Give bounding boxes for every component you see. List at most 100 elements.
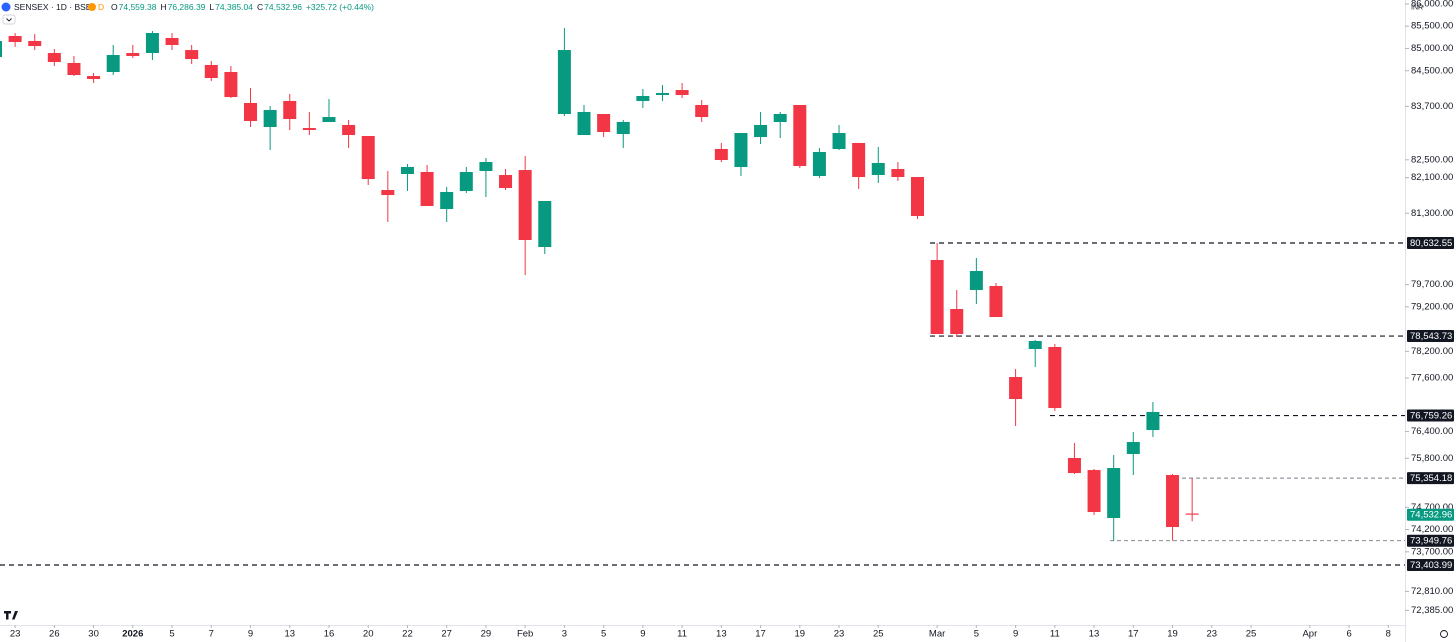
x-tick-label: 22 — [402, 629, 413, 640]
x-tick-label: 25 — [1246, 629, 1257, 640]
y-tick-label: 82,500.00 — [1411, 154, 1453, 165]
candle-body — [126, 53, 140, 56]
tv-logo — [4, 611, 18, 620]
candle-body — [0, 40, 2, 58]
candle-body — [812, 151, 826, 176]
x-tick-label: 27 — [441, 629, 452, 640]
symbol-title: SENSEX · 1D · BSE — [14, 2, 92, 12]
candle-body — [322, 117, 336, 123]
candle-body — [1166, 475, 1180, 528]
candle-body — [773, 113, 787, 123]
y-tick-label: 78,200.00 — [1411, 346, 1453, 357]
candle-body — [891, 169, 905, 178]
last-price-label: 74,532.96 — [1410, 510, 1452, 521]
level-label: 78,543.73 — [1410, 331, 1452, 342]
x-tick-label: 17 — [1128, 629, 1139, 640]
x-tick-label: 23 — [834, 629, 845, 640]
x-tick-label: 3 — [562, 629, 567, 640]
candle-body — [283, 100, 297, 120]
symbol-icon — [1, 2, 11, 12]
candle-body — [165, 37, 179, 45]
candle-body — [734, 133, 748, 167]
x-tick-label: 30 — [88, 629, 99, 640]
candle-body — [1048, 346, 1062, 409]
candle-body — [989, 286, 1003, 318]
candle-body — [538, 200, 552, 247]
candle-body — [852, 142, 866, 178]
level-label: 73,403.99 — [1410, 560, 1452, 571]
candle-body — [754, 124, 768, 138]
candle-body — [1185, 513, 1199, 515]
candle-body — [400, 166, 414, 174]
y-tick-label: 74,200.00 — [1411, 524, 1453, 535]
level-label-bg — [1407, 472, 1454, 485]
candle-body — [793, 104, 807, 167]
candle-body — [1067, 458, 1081, 474]
y-tick-label: 79,700.00 — [1411, 279, 1453, 290]
candle-body — [636, 95, 650, 101]
ohlc-value: 74,559.38 — [119, 2, 157, 12]
x-tick-label: 11 — [1050, 629, 1060, 640]
candle-body — [616, 122, 630, 134]
y-tick-label: 73,700.00 — [1411, 546, 1453, 557]
x-tick-label: 6 — [1346, 629, 1351, 640]
x-tick-label: 13 — [1089, 629, 1100, 640]
x-tick-label: 26 — [49, 629, 60, 640]
x-tick-label: 5 — [974, 629, 979, 640]
candle-body — [204, 64, 218, 78]
candle-body — [8, 35, 22, 43]
candle-body — [479, 162, 493, 172]
y-tick-label: 85,000.00 — [1411, 43, 1453, 54]
x-tick-label: 9 — [1013, 629, 1018, 640]
candle-body — [1126, 442, 1140, 454]
ohlc-label: H — [160, 2, 166, 12]
level-label: 73,949.76 — [1410, 536, 1452, 547]
candle-body — [361, 135, 375, 180]
collapse-icon — [6, 18, 12, 22]
level-label: 76,759.26 — [1410, 411, 1452, 422]
x-tick-label: 25 — [873, 629, 884, 640]
ohlc-value: 74,532.96 — [264, 2, 302, 12]
x-tick-label: 20 — [363, 629, 374, 640]
candle-body — [499, 175, 513, 189]
level-label: 75,354.18 — [1410, 473, 1452, 484]
x-tick-label: 5 — [601, 629, 606, 640]
ohlc-value: 76,286.39 — [168, 2, 206, 12]
level-label-bg — [1407, 330, 1454, 343]
y-tick-label: 72,385.00 — [1411, 605, 1453, 616]
x-tick-label: 19 — [1167, 629, 1178, 640]
collapse-button[interactable] — [2, 14, 16, 25]
ohlc-value: 74,385.04 — [215, 2, 253, 12]
header-bg — [0, 0, 470, 14]
x-tick-label: 9 — [248, 629, 253, 640]
x-tick-label: 16 — [324, 629, 335, 640]
candle-body — [1087, 470, 1101, 512]
y-tick-label: 84,500.00 — [1411, 65, 1453, 76]
x-tick-label: 2026 — [122, 629, 143, 640]
settings-button[interactable] — [1440, 630, 1448, 638]
candle-body — [302, 128, 316, 131]
candle-body — [87, 75, 101, 80]
x-tick-label: 8 — [1386, 629, 1391, 640]
x-tick-label: 17 — [755, 629, 766, 640]
y-tick-label: 72,810.00 — [1411, 586, 1453, 597]
candle-body — [695, 104, 709, 118]
candle-body — [655, 93, 669, 96]
y-tick-label: 81,300.00 — [1411, 208, 1453, 219]
candle-body — [950, 309, 964, 334]
candle-body — [342, 124, 356, 136]
level-label-bg — [1407, 237, 1454, 250]
x-tick-label: 9 — [640, 629, 645, 640]
candle-body — [714, 149, 728, 161]
candle-body — [67, 62, 81, 76]
candle-body — [577, 111, 591, 136]
y-tick-label: 82,100.00 — [1411, 172, 1453, 183]
candle-body — [145, 33, 159, 54]
plot-area — [0, 27, 1405, 566]
y-tick-label: 74,700.00 — [1411, 502, 1453, 513]
candle-body — [597, 113, 611, 132]
candle-body — [1028, 340, 1042, 350]
x-tick-label: 19 — [795, 629, 806, 640]
